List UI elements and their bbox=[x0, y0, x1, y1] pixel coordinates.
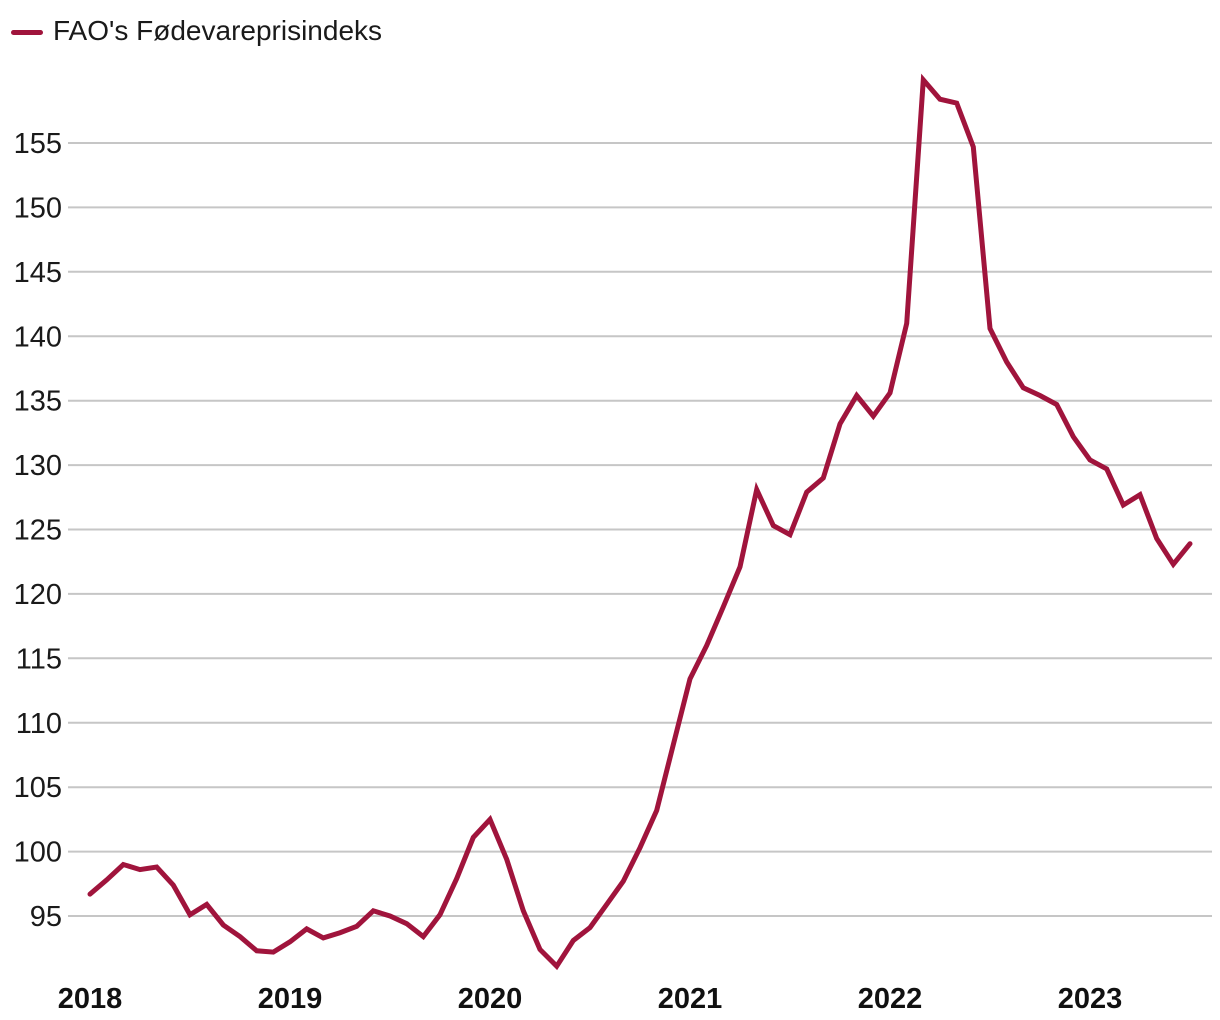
x-axis-tick-label-2021: 2021 bbox=[658, 983, 723, 1015]
y-axis-tick-label-140: 140 bbox=[14, 321, 62, 353]
x-axis-labels-group: 2018 2019 2020 2021 2022 2023 bbox=[58, 983, 1123, 1015]
y-axis-tick-label-150: 150 bbox=[14, 192, 62, 224]
y-axis-tick-label-110: 110 bbox=[16, 708, 62, 740]
y-axis-tick-label-120: 120 bbox=[14, 579, 62, 611]
x-axis-tick-label-2020: 2020 bbox=[458, 983, 523, 1015]
series-line-fao-food-price-index bbox=[87, 73, 1193, 971]
x-axis-tick-label-2018: 2018 bbox=[58, 983, 123, 1015]
x-axis-tick-label-2019: 2019 bbox=[258, 983, 323, 1015]
legend-label: FAO's Fødevareprisindeks bbox=[53, 15, 383, 46]
legend: FAO's Fødevareprisindeks bbox=[11, 17, 382, 47]
y-axis-tick-label-135: 135 bbox=[14, 386, 62, 418]
x-axis-tick-label-2022: 2022 bbox=[858, 983, 923, 1015]
y-axis-tick-label-145: 145 bbox=[14, 257, 62, 289]
y-axis-tick-label-130: 130 bbox=[14, 450, 62, 482]
gridlines-group bbox=[68, 142, 1212, 917]
y-axis-tick-label-125: 125 bbox=[14, 515, 62, 547]
y-axis-labels-group: 95 100 105 110 115 120 125 130 135 140 145 150 155 bbox=[14, 128, 62, 933]
legend-line-swatch bbox=[11, 29, 43, 35]
y-axis-tick-label-115: 115 bbox=[16, 643, 62, 675]
series-group bbox=[87, 73, 1193, 971]
y-axis-tick-label-155: 155 bbox=[14, 128, 62, 160]
y-axis-tick-label-95: 95 bbox=[30, 901, 62, 933]
y-axis-tick-label-100: 100 bbox=[14, 837, 62, 869]
x-axis-tick-label-2023: 2023 bbox=[1058, 983, 1123, 1015]
y-axis-tick-label-105: 105 bbox=[14, 772, 62, 804]
